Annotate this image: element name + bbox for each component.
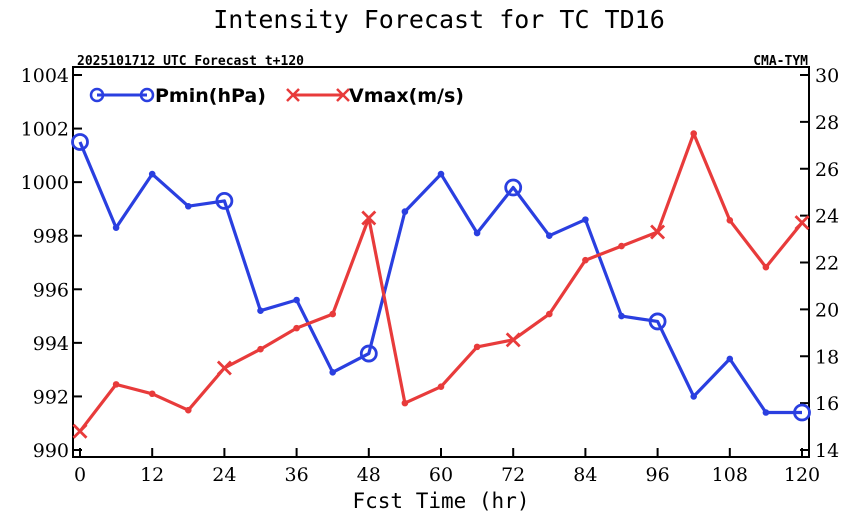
right-tick-label: 24: [815, 206, 839, 228]
vmax-point: [112, 381, 120, 388]
series-line: [78, 141, 802, 415]
vmax-point: [505, 332, 521, 348]
left-tick-label: 1002: [21, 119, 69, 141]
plot-frame: [72, 66, 810, 458]
left-tick-label: 994: [33, 333, 69, 355]
legend-pmin-marker: [89, 87, 105, 103]
legend-vmax-label: Vmax(m/s): [349, 85, 464, 107]
pmin-point: [473, 229, 481, 237]
legend-pmin-marker: [139, 87, 155, 103]
left-tick-label: 990: [33, 440, 69, 462]
x-axis-label: Fcst Time (hr): [352, 489, 529, 513]
pmin-point: [257, 307, 264, 315]
vmax-point: [72, 423, 88, 439]
x-tick-label: 60: [429, 464, 453, 486]
right-tick-label: 30: [815, 65, 839, 87]
pmin-point: [359, 344, 378, 363]
vmax-point: [618, 242, 625, 250]
left-tick-label: 996: [33, 279, 69, 301]
chart-subtitle-left: 2025101712 UTC Forecast t+120: [77, 54, 304, 69]
pmin-point: [726, 355, 734, 363]
vmax-point: [690, 130, 698, 137]
right-axis-ticks: 14 16 18 20 22 24 26 28 30: [800, 65, 839, 462]
left-tick-label: 1004: [21, 65, 69, 87]
right-tick-label: 14: [815, 440, 839, 462]
vmax-point: [148, 390, 156, 398]
vmax-point: [650, 224, 666, 240]
vmax-point: [762, 263, 770, 271]
x-axis-ticks: 0 12 24 36 48 60 72 84 96 108 120: [74, 448, 820, 486]
pmin-point: [690, 393, 698, 400]
pmin-point: [437, 170, 445, 178]
legend-vmax-marker: [286, 88, 300, 102]
pmin-point: [148, 170, 156, 178]
vmax-point: [361, 210, 377, 226]
pmin-point: [648, 312, 667, 331]
pmin-point: [71, 133, 89, 151]
pmin-point: [793, 403, 811, 422]
pmin-point: [762, 409, 770, 416]
x-tick-label: 120: [784, 464, 820, 486]
x-tick-label: 36: [285, 464, 309, 486]
pmin-point: [112, 224, 120, 231]
x-tick-label: 84: [573, 464, 597, 486]
x-tick-label: 96: [646, 464, 670, 486]
vmax-point: [329, 310, 337, 318]
right-tick-label: 26: [815, 159, 839, 181]
pmin-point: [293, 296, 300, 304]
x-tick-label: 48: [357, 464, 381, 486]
vmax-point: [437, 383, 445, 391]
chart-title: Intensity Forecast for TC TD16: [213, 5, 665, 34]
right-tick-label: 28: [815, 112, 839, 134]
right-tick-label: 20: [815, 299, 839, 321]
x-tick-label: 24: [212, 464, 236, 486]
legend-vmax-marker: [336, 88, 350, 102]
right-tick-label: 22: [815, 253, 839, 275]
chart-subtitle-right: CMA-TYM: [753, 54, 808, 69]
pmin-point: [215, 191, 234, 210]
vmax-point: [216, 360, 232, 376]
left-tick-label: 998: [33, 226, 69, 248]
vmax-point: [794, 215, 810, 231]
pmin-point: [546, 232, 553, 240]
vmax-point: [401, 399, 409, 407]
pmin-point: [582, 216, 589, 223]
pmin-point: [185, 202, 192, 210]
vmax-point: [726, 217, 734, 224]
vmax-point: [257, 345, 264, 353]
series-vmax: [72, 130, 810, 439]
left-tick-label: 1000: [21, 172, 69, 194]
vmax-point: [582, 256, 589, 264]
x-tick-label: 108: [712, 464, 748, 486]
vmax-point: [546, 310, 553, 318]
right-tick-label: 18: [815, 346, 839, 368]
legend: Pmin(hPa) Vmax(m/s): [89, 85, 464, 107]
pmin-point: [329, 369, 337, 376]
series-pmin: [71, 133, 811, 422]
pmin-point: [401, 208, 409, 215]
pmin-point: [618, 312, 625, 320]
legend-pmin-label: Pmin(hPa): [155, 85, 266, 107]
left-tick-label: 992: [33, 386, 69, 408]
left-axis-ticks: 990 992 994 996 998 1000 1002 1004: [21, 65, 82, 462]
vmax-point: [293, 324, 300, 332]
vmax-point: [473, 343, 481, 351]
x-tick-label: 0: [74, 464, 86, 486]
vmax-point: [185, 406, 192, 414]
x-tick-label: 12: [140, 464, 164, 486]
x-tick-label: 72: [501, 464, 525, 486]
right-tick-label: 16: [815, 393, 839, 415]
pmin-point: [504, 178, 523, 197]
